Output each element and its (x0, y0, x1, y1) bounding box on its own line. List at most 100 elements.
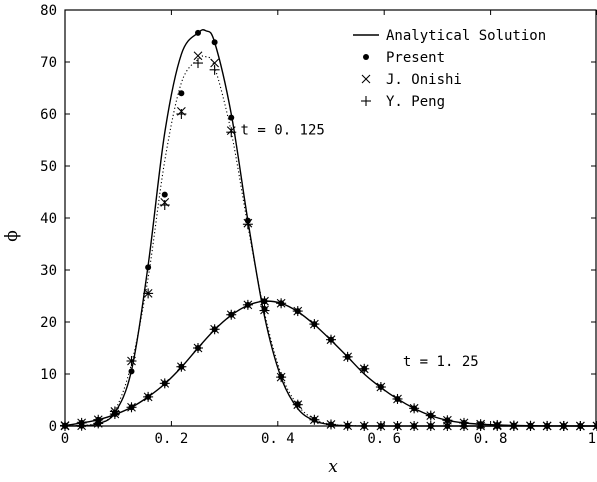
curves (64, 29, 597, 427)
y-axis-label: ϕ (2, 230, 22, 242)
peng-marker (326, 334, 336, 345)
y-tick-label: 20 (40, 315, 57, 331)
peng-marker (292, 399, 303, 410)
y-tick-label: 80 (40, 3, 57, 19)
x-tick-label: 0 (61, 431, 69, 447)
onishi-marker (210, 58, 220, 68)
x-tick-label: 0. 2 (155, 431, 189, 447)
analytical-curve (64, 29, 597, 427)
onishi-marker-stroke (592, 421, 597, 427)
present-marker (228, 114, 235, 121)
peng-marker (359, 363, 370, 374)
x-axis-label: x (328, 457, 338, 477)
peng-marker (159, 378, 170, 389)
legend-entry: Present (363, 50, 445, 66)
peng-marker (575, 421, 586, 431)
peng-marker (209, 64, 220, 75)
legend-label: J. Onishi (386, 72, 462, 88)
peng-marker (309, 414, 320, 425)
peng-marker (176, 361, 187, 372)
x-tick-label: 0. 8 (474, 431, 508, 447)
y-tick-label: 70 (40, 55, 57, 71)
peng-marker (126, 356, 137, 366)
peng-marker (459, 417, 469, 428)
y-tick-label: 10 (40, 367, 57, 383)
y-tick-label: 60 (40, 107, 57, 123)
peng-marker (359, 421, 370, 431)
analytical-curve (64, 300, 597, 427)
y-tick-label: 30 (40, 263, 57, 279)
legend-label: Present (386, 50, 445, 66)
y-tick-label: 0 (49, 419, 57, 435)
plot-border (64, 9, 597, 427)
plot-frame (64, 9, 597, 427)
peng-marker (159, 200, 170, 210)
peng-marker (525, 420, 536, 431)
peng-marker (558, 420, 569, 431)
peng-marker (143, 288, 154, 299)
present-marker (128, 368, 135, 375)
onishi-marker-stroke (193, 51, 203, 61)
peng-marker (592, 421, 597, 431)
reference-curve-dotted (64, 55, 385, 427)
peng-marker (226, 309, 237, 320)
peng-marker (259, 305, 270, 316)
peng-marker (209, 324, 220, 335)
peng-marker (126, 402, 137, 413)
annotations: t = 0. 125 t = 1. 25 (241, 123, 479, 370)
peng-marker (375, 382, 386, 392)
peng-marker (276, 298, 287, 309)
present-marker (195, 29, 201, 36)
peng-marker (309, 319, 320, 330)
peng-marker (93, 414, 104, 425)
peng-marker (76, 417, 87, 428)
legend: Analytical Solution Present J. Onishi Y. Pe… (353, 28, 546, 110)
peng-marker (176, 109, 187, 119)
markers (60, 29, 597, 431)
onishi-marker-stroke (592, 425, 597, 431)
peng-marker (492, 419, 503, 430)
peng-marker (425, 421, 436, 431)
x-axis-ticks: 0 0. 2 0. 4 0. 6 0. 8 1 (61, 10, 597, 447)
y-axis-ticks: 0 10 20 30 40 50 60 70 80 (40, 3, 596, 435)
onishi-marker (193, 51, 203, 61)
legend-entry: J. Onishi (361, 72, 462, 88)
curve-annotation: t = 0. 125 (241, 123, 325, 139)
peng-marker (542, 420, 553, 431)
onishi-marker-stroke (210, 58, 220, 68)
peng-marker (342, 420, 353, 431)
peng-marker (242, 219, 253, 230)
peng-marker (242, 299, 253, 310)
present-marker (161, 191, 168, 198)
peng-marker (60, 420, 70, 431)
y-tick-label: 50 (40, 159, 57, 175)
peng-marker (409, 421, 420, 431)
x-tick-label: 0. 4 (261, 431, 295, 447)
peng-marker (226, 127, 237, 138)
peng-marker (143, 391, 154, 402)
present-marker (145, 264, 152, 271)
onishi-marker (592, 421, 597, 431)
peng-marker (109, 409, 120, 420)
peng-marker (392, 421, 403, 431)
peng-marker (193, 58, 203, 69)
peng-marker (326, 419, 336, 430)
present-marker (211, 39, 218, 46)
legend-entry: Y. Peng (361, 94, 445, 110)
y-tick-label: 40 (40, 211, 57, 227)
peng-marker (375, 421, 386, 431)
peng-marker (475, 419, 486, 430)
legend-entry: Analytical Solution (353, 28, 546, 44)
peng-marker (425, 410, 436, 421)
curve-annotation: t = 1. 25 (403, 354, 479, 370)
peng-marker (193, 343, 203, 353)
peng-marker (508, 420, 519, 431)
peng-marker (409, 403, 420, 414)
x-tick-label: 1 (588, 431, 596, 447)
peng-marker (259, 296, 270, 307)
peng-marker (392, 393, 403, 404)
legend-label: Analytical Solution (386, 28, 546, 44)
peng-marker (276, 372, 287, 383)
legend-label: Y. Peng (386, 94, 445, 110)
